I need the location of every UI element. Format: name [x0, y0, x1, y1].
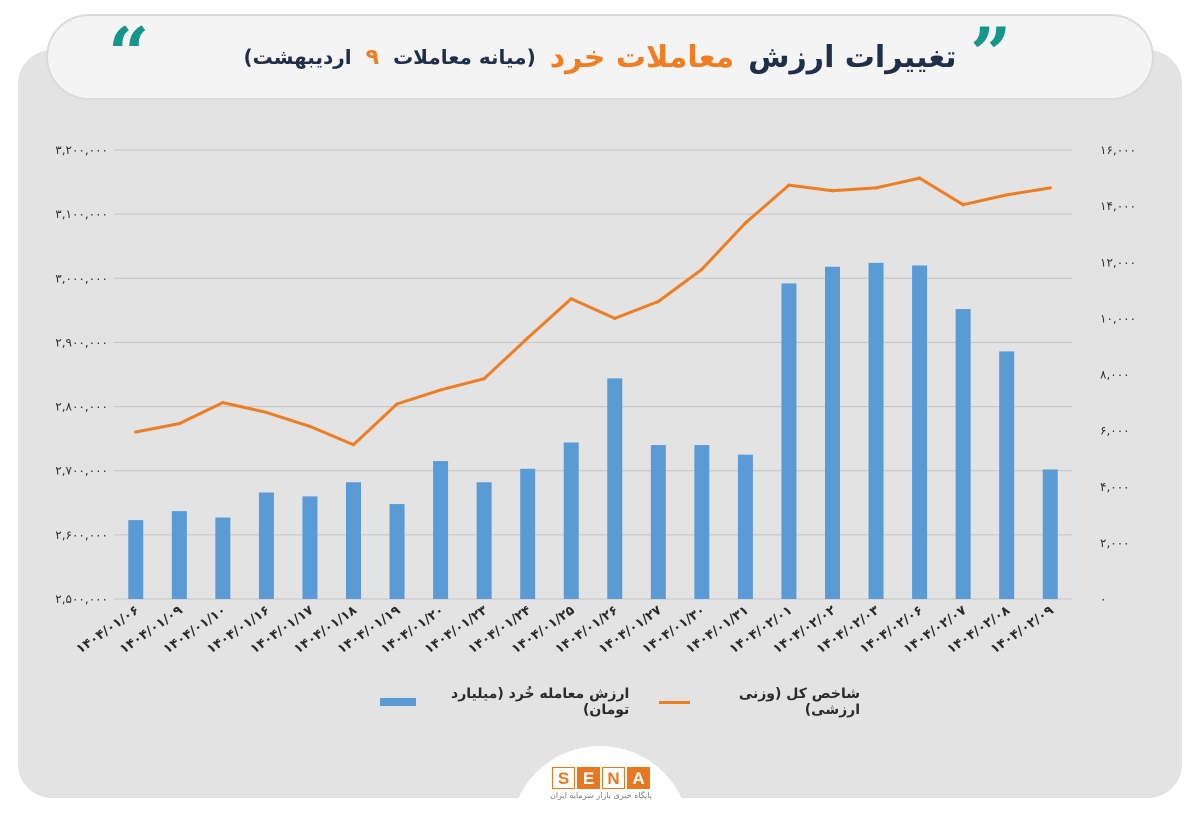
legend-bar-swatch [380, 698, 416, 706]
line-point [874, 186, 878, 190]
chart-title: تغییرات ارزش معاملات خرد (میانه معاملات … [48, 16, 1152, 98]
line-point [134, 430, 138, 434]
bar [825, 266, 840, 599]
line-point [177, 422, 181, 426]
bar [215, 517, 231, 599]
line-point [395, 402, 399, 406]
line-point [1005, 193, 1009, 197]
bar [258, 492, 274, 599]
bar [999, 351, 1015, 599]
left-axis-tick-label: ۳,۲۰۰,۰۰۰ [55, 143, 108, 157]
title-part-2: معاملات خرد [549, 39, 735, 75]
right-axis-tick-label: ۰ [1100, 592, 1106, 606]
left-axis-tick-label: ۲,۷۰۰,۰۰۰ [55, 464, 108, 478]
line-point [526, 336, 530, 340]
bar [781, 283, 797, 599]
sena-logo: S E N A پایگاه خبری بازار سرمایه ایران [545, 767, 657, 807]
subtitle-pre: (میانه معاملات [393, 45, 536, 69]
line-point [308, 424, 312, 429]
line-point [482, 377, 486, 381]
line-point [700, 267, 704, 271]
line-point [351, 443, 356, 447]
line-point [569, 297, 573, 301]
line-point [743, 221, 748, 225]
logo-tagline: پایگاه خبری بازار سرمایه ایران [549, 791, 653, 800]
bar [433, 461, 449, 599]
bar [563, 442, 579, 599]
line-point [830, 189, 835, 193]
bar [302, 496, 318, 599]
close-quote-icon: ” [970, 11, 1012, 96]
bar [737, 454, 753, 599]
right-axis-tick-label: ۶,۰۰۰ [1100, 424, 1130, 438]
line-point [787, 183, 791, 187]
bar [1042, 469, 1058, 599]
line-point [264, 410, 269, 414]
legend-line-swatch [659, 700, 690, 704]
line-point [438, 388, 443, 392]
subtitle-post: اردیبهشت) [243, 45, 352, 69]
title-banner: تغییرات ارزش معاملات خرد (میانه معاملات … [46, 14, 1154, 100]
logo-letter-a: A [627, 767, 650, 789]
line-point [1048, 186, 1052, 190]
left-axis-tick-label: ۲,۹۰۰,۰۰۰ [55, 335, 108, 349]
bar [868, 262, 884, 599]
left-axis-tick-label: ۲,۸۰۰,۰۰۰ [55, 400, 108, 414]
legend-bar-item: ارزش معامله خُرد (میلیارد تومان) [380, 686, 629, 718]
bar [128, 520, 144, 599]
chart-panel [18, 50, 1182, 798]
bar [912, 265, 928, 599]
title-part-1: تغییرات ارزش [748, 39, 957, 75]
subtitle-number: ۹ [365, 44, 380, 70]
legend-line-item: شاخص کل (وزنی ارزشی) [659, 686, 860, 718]
bar [389, 504, 405, 599]
line-point [656, 299, 660, 304]
bar [955, 309, 971, 599]
bar [520, 468, 536, 599]
right-axis-tick-label: ۱۶,۰۰۰ [1100, 143, 1136, 157]
line-point [613, 316, 617, 320]
bar [694, 445, 710, 599]
index-line [135, 176, 1051, 447]
bar [346, 482, 361, 599]
left-axis-tick-label: ۳,۱۰۰,۰۰۰ [55, 207, 108, 221]
bar [607, 378, 623, 599]
line-point [917, 176, 922, 180]
right-axis-tick-label: ۸,۰۰۰ [1100, 368, 1130, 382]
right-axis-tick-label: ۱۰,۰۰۰ [1100, 311, 1136, 325]
right-axis-tick-label: ۴,۰۰۰ [1100, 480, 1130, 494]
logo-letter-n: N [602, 767, 625, 789]
line-point [221, 400, 225, 405]
left-axis-tick-label: ۳,۰۰۰,۰۰۰ [55, 271, 108, 285]
legend-bar-label: ارزش معامله خُرد (میلیارد تومان) [451, 686, 630, 718]
right-axis-tick-label: ۱۲,۰۰۰ [1100, 255, 1136, 269]
legend-line-label: شاخص کل (وزنی ارزشی) [738, 686, 860, 718]
bar [476, 482, 492, 599]
left-axis-tick-label: ۲,۶۰۰,۰۰۰ [55, 528, 108, 542]
bar [171, 511, 187, 599]
legend: شاخص کل (وزنی ارزشی) ارزش معامله خُرد (م… [380, 686, 860, 718]
bar [650, 445, 666, 599]
logo-letter-s: S [552, 767, 575, 789]
left-axis-tick-label: ۲,۵۰۰,۰۰۰ [55, 592, 108, 606]
right-axis-tick-label: ۲,۰۰۰ [1100, 536, 1130, 550]
logo-letter-e: E [577, 767, 600, 789]
right-axis-tick-label: ۱۴,۰۰۰ [1100, 199, 1136, 213]
line-point [961, 203, 965, 207]
open-quote-icon: “ [108, 11, 150, 96]
